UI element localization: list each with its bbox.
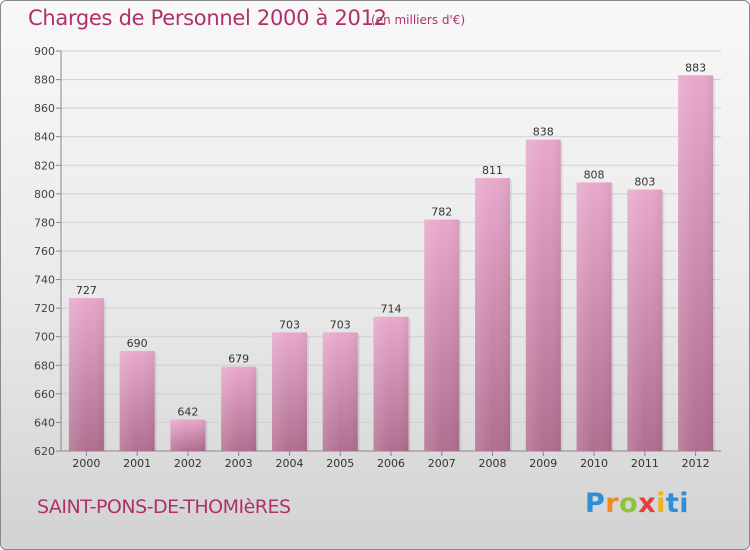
bar-shine: [170, 419, 206, 451]
logo-letter: ti: [665, 488, 690, 519]
bar-shine: [221, 366, 257, 451]
y-tick-label: 640: [34, 416, 55, 429]
y-tick-label: 880: [34, 74, 55, 87]
x-tick-label: 2008: [479, 457, 507, 470]
y-tick-label: 860: [34, 102, 55, 115]
x-tick-label: 2005: [326, 457, 354, 470]
x-tick-label: 2002: [174, 457, 202, 470]
y-tick-label: 760: [34, 245, 55, 258]
x-tick-label: 2010: [580, 457, 608, 470]
proxiti-logo[interactable]: Proxiti: [585, 488, 689, 519]
bar-shine: [68, 298, 104, 451]
chart-subtitle: (en milliers d'€): [371, 13, 466, 27]
logo-letter: x: [638, 488, 657, 519]
data-label: 703: [279, 318, 300, 331]
data-label: 838: [533, 126, 554, 139]
data-label: 808: [584, 168, 605, 181]
bar-shine: [373, 316, 409, 451]
bar-shine: [678, 75, 714, 452]
bar-shine: [322, 332, 358, 451]
data-label: 642: [177, 406, 198, 419]
commune-name: SAINT-PONS-DE-THOMIèRES: [37, 496, 291, 518]
bar-shine: [424, 219, 460, 451]
x-tick-label: 2007: [428, 457, 456, 470]
chart-title: Charges de Personnel 2000 à 2012: [28, 6, 387, 30]
y-tick-label: 740: [34, 274, 55, 287]
x-tick-label: 2004: [275, 457, 303, 470]
data-label: 782: [431, 206, 452, 219]
x-tick-label: 2012: [682, 457, 710, 470]
x-tick-label: 2011: [631, 457, 659, 470]
x-tick-label: 2006: [377, 457, 405, 470]
bar-shine: [627, 189, 663, 452]
y-tick-label: 900: [34, 45, 55, 58]
bar-shine: [475, 178, 511, 451]
x-tick-label: 2001: [123, 457, 151, 470]
y-tick-label: 620: [34, 445, 55, 458]
x-tick-label: 2000: [72, 457, 100, 470]
logo-letter: o: [619, 488, 639, 519]
data-label: 883: [685, 61, 706, 74]
bar-shine: [271, 332, 307, 451]
y-tick-label: 700: [34, 331, 55, 344]
y-tick-label: 720: [34, 302, 55, 315]
data-label: 690: [127, 337, 148, 350]
y-tick-label: 820: [34, 159, 55, 172]
bar-shine: [576, 182, 612, 451]
logo-letter: P: [585, 488, 606, 519]
y-tick-label: 800: [34, 188, 55, 201]
logo-letter: i: [656, 488, 666, 519]
x-tick-label: 2009: [529, 457, 557, 470]
bar-shine: [119, 351, 155, 451]
data-label: 727: [76, 284, 97, 297]
bar-shine: [525, 139, 561, 452]
data-label: 679: [228, 353, 249, 366]
data-label: 703: [330, 318, 351, 331]
data-label: 803: [634, 176, 655, 189]
data-label: 811: [482, 164, 503, 177]
y-tick-label: 660: [34, 388, 55, 401]
logo-letter: r: [605, 488, 620, 519]
y-tick-label: 680: [34, 359, 55, 372]
x-tick-label: 2003: [225, 457, 253, 470]
y-tick-label: 780: [34, 216, 55, 229]
data-label: 714: [381, 303, 402, 316]
y-tick-label: 840: [34, 131, 55, 144]
